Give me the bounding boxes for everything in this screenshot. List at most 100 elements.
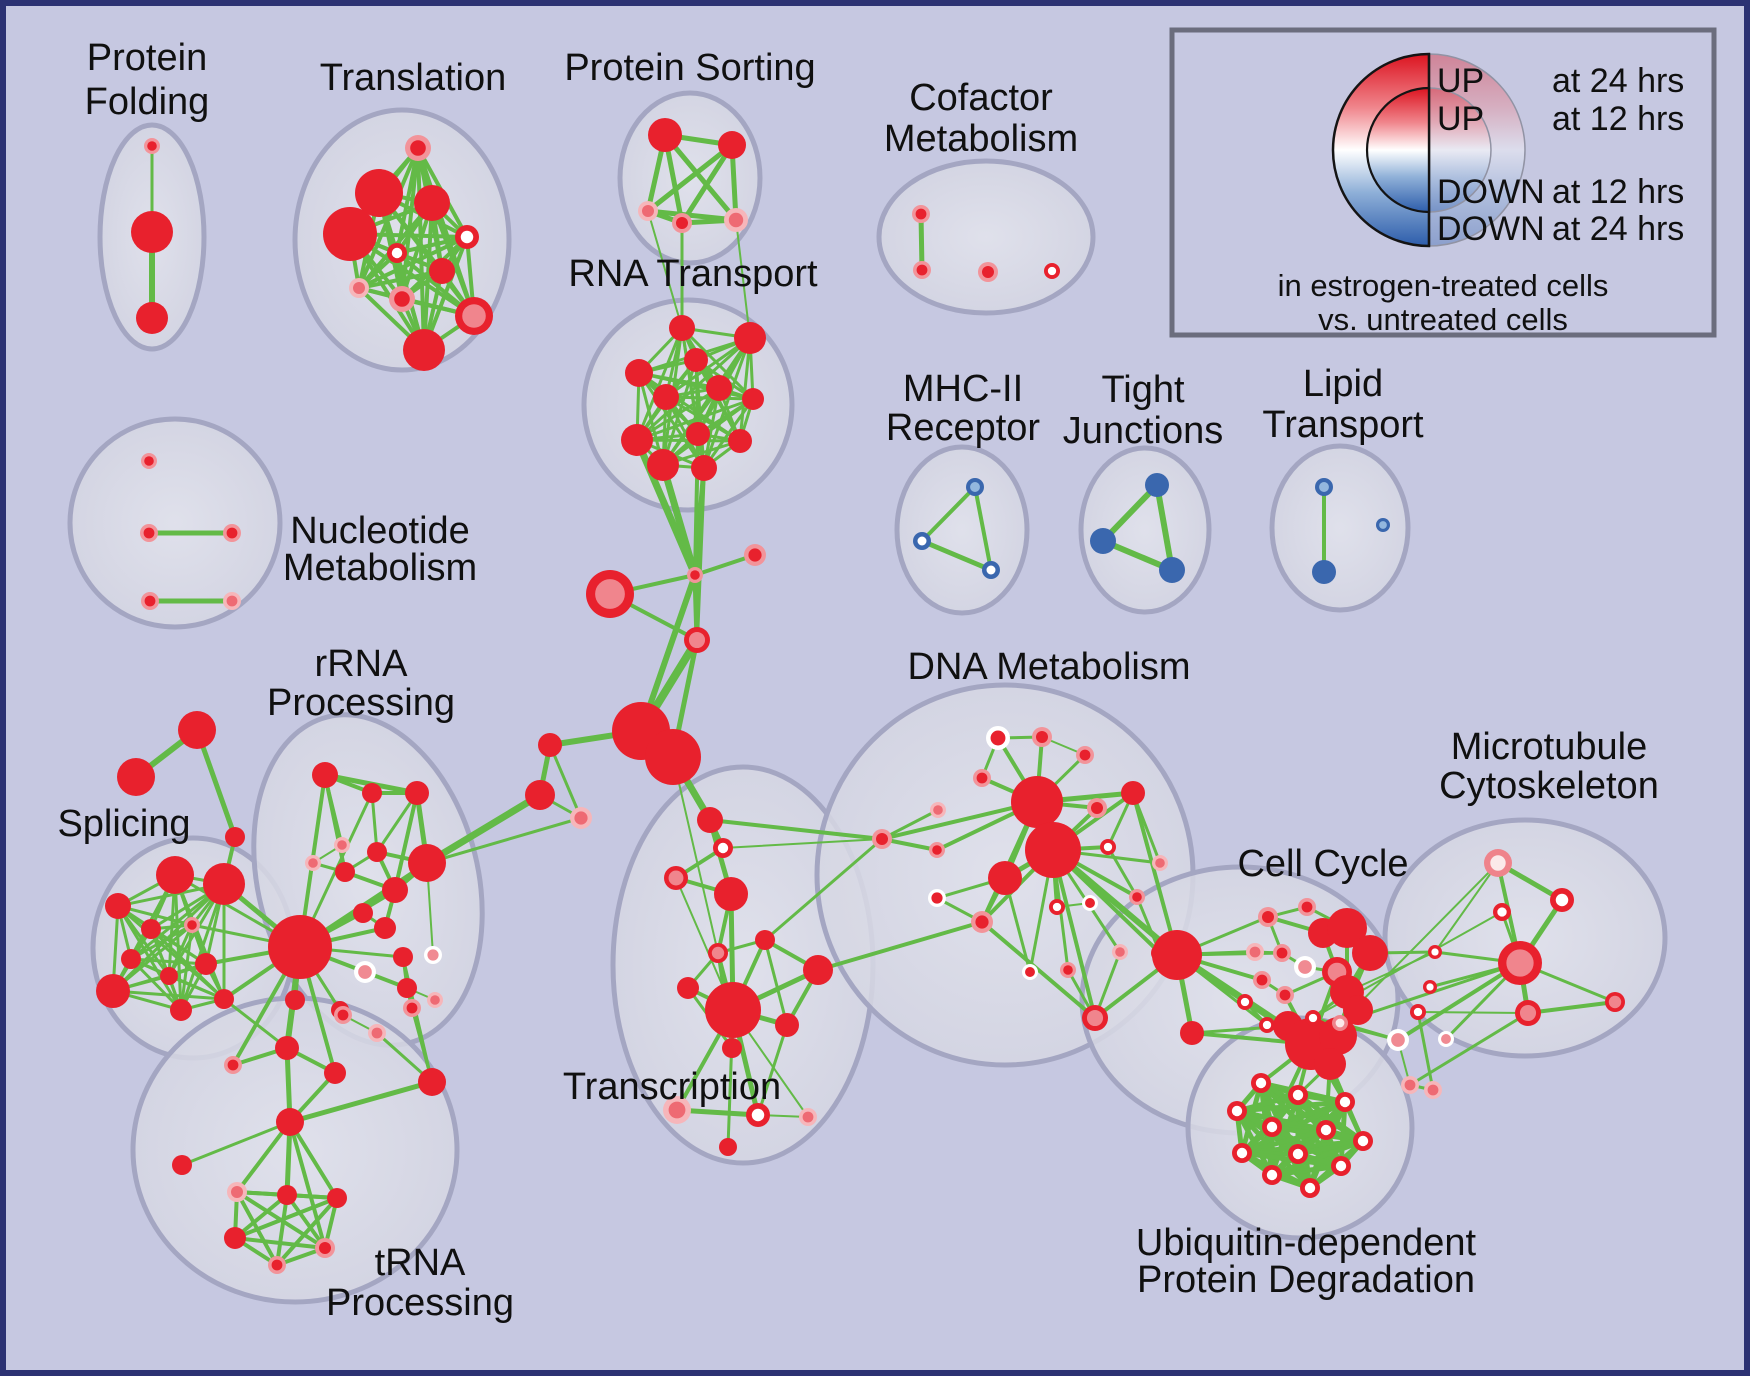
edge-B1-D8 [880, 800, 1039, 841]
node-SP8 [160, 967, 178, 985]
edge-L3-R9 [425, 816, 583, 865]
node-TNc [324, 1062, 346, 1084]
node-RT4 [684, 348, 708, 372]
edge-T3-T10 [430, 201, 476, 318]
node-center-PS4 [676, 217, 688, 229]
node-ring-RH [268, 915, 332, 979]
node-CCl [1237, 994, 1253, 1010]
cluster-ellipse-lipid-transport [1269, 443, 1411, 613]
node-ring-RT3 [625, 359, 653, 387]
node-ring-R10 [374, 917, 396, 939]
node-PS4 [672, 213, 692, 233]
node-CCj [1253, 971, 1271, 989]
node-MC1 [1484, 849, 1512, 877]
node-R7 [367, 842, 387, 862]
node-ring-J3 [1159, 557, 1185, 583]
node-D1 [986, 726, 1010, 750]
node-U6 [1316, 1120, 1336, 1140]
node-X3 [1387, 1029, 1409, 1051]
node-center-N2 [143, 527, 155, 539]
node-TR7 [722, 1038, 742, 1058]
node-center-LP1 [1319, 482, 1329, 492]
node-center-D21 [1085, 898, 1095, 908]
node-CCt [1180, 1021, 1204, 1045]
node-R15 [397, 978, 417, 998]
edge-CM1-CM2 [918, 211, 925, 273]
node-ring-TR3 [677, 977, 699, 999]
edge-RT1-RT7 [680, 326, 755, 401]
node-ring-J2 [1090, 528, 1116, 554]
node-R10 [374, 917, 396, 939]
node-G2 [368, 1024, 386, 1042]
node-ring-S3 [225, 827, 245, 847]
node-R16 [427, 992, 443, 1008]
node-TNa [224, 1056, 242, 1074]
legend-direction-3: DOWN [1437, 210, 1545, 248]
edge-TH3-TH4 [233, 1196, 339, 1240]
cluster-label-rna-transport: RNA Transport [568, 253, 818, 295]
node-D8 [1011, 776, 1063, 828]
cluster-label-microtubule-cytoskeleton: Cytoskeleton [1439, 765, 1659, 807]
node-center-CM2 [916, 264, 928, 276]
node-CCs [1314, 1048, 1346, 1080]
network-nodes [96, 118, 1625, 1274]
node-center-T1 [410, 140, 426, 156]
node-CCm [1259, 1017, 1275, 1033]
node-TR9 [746, 1103, 770, 1127]
node-D7 [1087, 798, 1107, 818]
node-SP11 [170, 999, 192, 1021]
node-center-CCa [1262, 911, 1274, 923]
edge-M1-M3 [973, 485, 993, 572]
node-center-U12 [1304, 1182, 1316, 1194]
node-TR4 [803, 955, 833, 985]
edge-RT2-RT8 [635, 336, 752, 442]
node-D13 [1100, 839, 1116, 855]
cluster-label-transcription: Transcription [563, 1066, 781, 1108]
node-center-U5 [1266, 1121, 1278, 1133]
node-U1 [1251, 1073, 1271, 1093]
node-SP5 [184, 917, 200, 933]
node-center-LP3 [1379, 521, 1387, 529]
edge-T5-T8 [357, 235, 469, 290]
node-ring-R8 [382, 877, 408, 903]
node-ring-SP10 [214, 989, 234, 1009]
node-MC8 [1515, 1000, 1541, 1026]
cluster-label-protein-sorting: Protein Sorting [564, 47, 815, 89]
node-C4 [684, 627, 710, 653]
edge-TR1-TR6 [763, 938, 789, 1027]
node-SP4 [141, 919, 161, 939]
node-TNb [275, 1036, 299, 1060]
node-TH3 [327, 1188, 347, 1208]
node-center-TR8 [668, 1101, 686, 1119]
node-ring-J1 [1145, 473, 1169, 497]
edge-TNd-TH3 [288, 1120, 339, 1200]
node-S1 [178, 711, 216, 749]
cluster-label-lipid-transport: Transport [1262, 404, 1424, 446]
node-center-U4 [1231, 1105, 1243, 1117]
node-center-CM4 [1047, 266, 1057, 276]
node-ring-LP2 [1312, 560, 1336, 584]
node-R12 [393, 947, 413, 967]
node-D17 [1049, 899, 1065, 915]
node-MC3 [1493, 903, 1511, 921]
node-T1 [405, 135, 431, 161]
node-ring-TNe [172, 1155, 192, 1175]
node-TC2 [713, 838, 733, 858]
node-ring-CCe [1352, 935, 1388, 971]
node-ring-PS1 [648, 118, 682, 152]
edge-TR1-B1 [763, 837, 884, 942]
node-T8 [349, 278, 369, 298]
edge-B1-D5 [880, 808, 940, 841]
node-ring-R7 [367, 842, 387, 862]
node-MC4 [1428, 945, 1442, 959]
node-R17 [285, 990, 305, 1010]
cluster-label-dna-metabolism: DNA Metabolism [908, 646, 1191, 688]
node-U2 [1288, 1085, 1308, 1105]
node-PS2 [718, 131, 746, 159]
node-center-L3 [574, 811, 588, 825]
node-TC1 [697, 807, 723, 833]
node-B1 [872, 829, 892, 849]
legend-direction-2: DOWN [1437, 173, 1545, 211]
node-center-SP5 [187, 920, 197, 930]
